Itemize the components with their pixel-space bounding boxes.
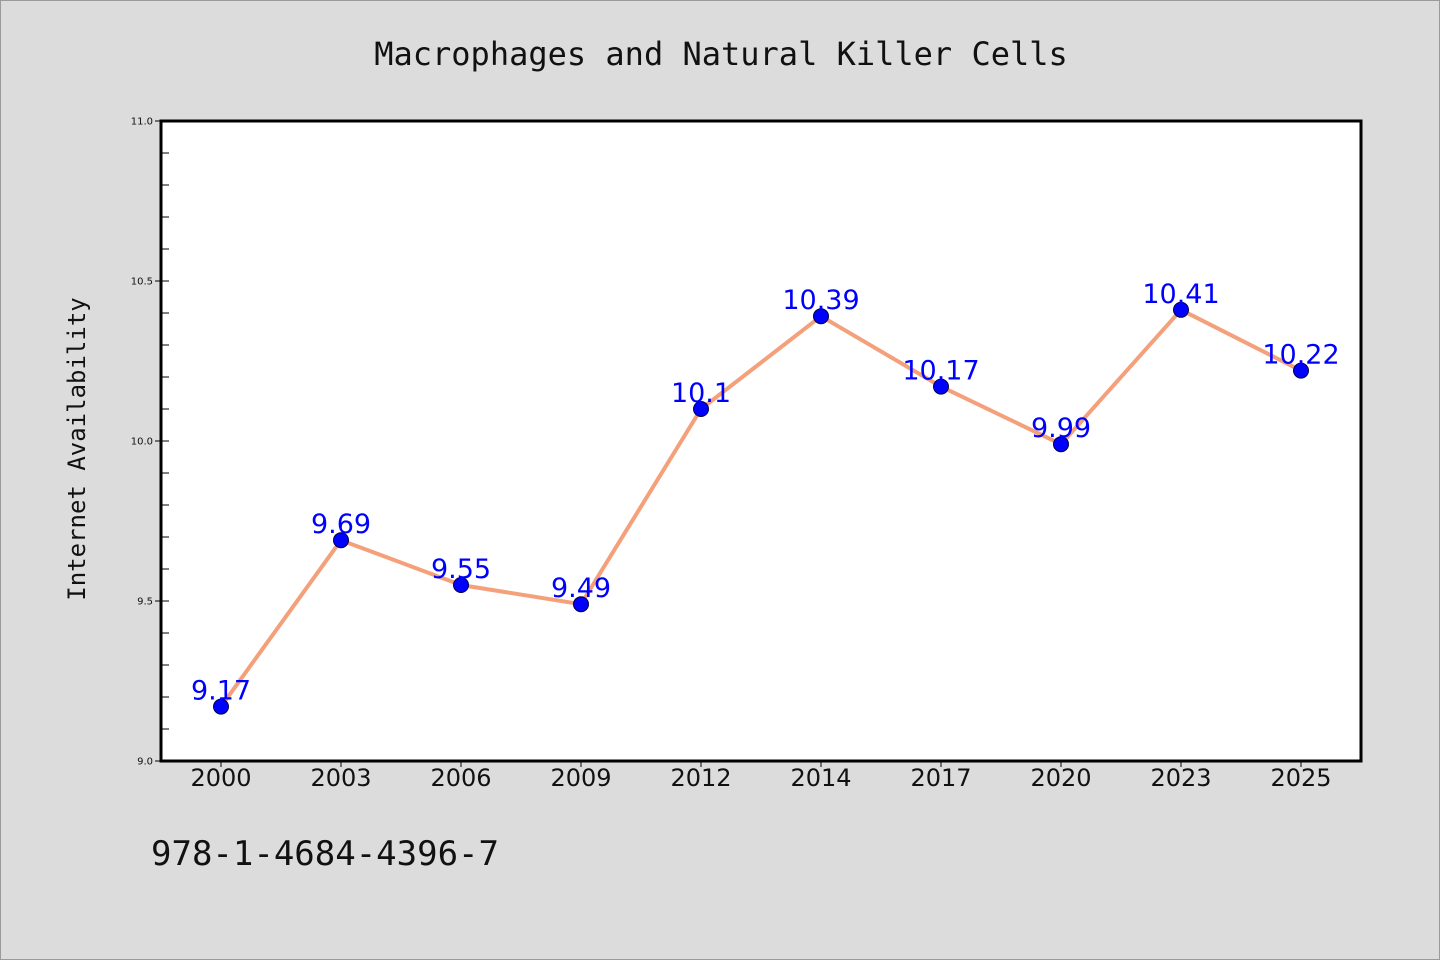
data-point (333, 532, 349, 549)
x-tick-label: 2020 (1030, 764, 1091, 792)
data-point (573, 596, 589, 613)
data-point (1293, 362, 1309, 379)
data-point (1173, 301, 1189, 318)
y-axis-label: Internet Availability (63, 297, 91, 600)
x-tick-label: 2014 (790, 764, 851, 792)
data-label: 10.22 (1262, 340, 1339, 371)
plot-area (161, 121, 1361, 761)
data-label: 10.41 (1142, 279, 1219, 310)
x-tick-label: 2017 (910, 764, 971, 792)
data-label: 9.49 (551, 573, 611, 604)
data-labels: 9.17 9.69 9.55 9.49 10.1 10.39 10.17 9.99 10.41 1… (191, 279, 1340, 707)
data-point (813, 308, 829, 325)
data-point (213, 698, 229, 715)
data-label: 9.17 (191, 676, 251, 707)
x-axis-ticks: 2000 2003 2006 2009 2012 2014 2017 2020 2023 2025 (190, 761, 1332, 792)
x-tick-label: 2012 (670, 764, 731, 792)
x-tick-label: 2006 (430, 764, 491, 792)
data-label: 10.1 (671, 378, 731, 409)
series-markers (213, 301, 1309, 715)
data-label: 9.55 (431, 554, 491, 585)
data-label: 10.39 (782, 285, 859, 316)
x-tick-label: 2009 (550, 764, 611, 792)
footnote-isbn: 978-1-4684-4396-7 (151, 834, 499, 874)
data-label: 9.99 (1031, 413, 1091, 444)
data-point (1053, 436, 1069, 453)
y-tick-label: 10.0 (131, 437, 153, 448)
x-tick-label: 2023 (1150, 764, 1211, 792)
data-point (453, 577, 469, 593)
plot-border (159, 119, 1363, 763)
y-tick-label: 9.5 (137, 597, 153, 608)
data-label: 9.69 (311, 509, 371, 540)
y-tick-label: 11.0 (131, 117, 153, 128)
x-tick-label: 2003 (310, 764, 371, 792)
data-label: 10.17 (902, 356, 979, 387)
x-tick-label: 2025 (1270, 764, 1331, 792)
chart-title: Macrophages and Natural Killer Cells (374, 35, 1068, 73)
y-axis-ticks: 9.0 9.5 10.0 10.5 11.0 (131, 117, 161, 768)
data-point (693, 401, 709, 417)
y-tick-label: 10.5 (131, 277, 153, 288)
y-tick-label: 9.0 (137, 757, 153, 768)
x-tick-label: 2000 (190, 764, 251, 792)
series-line (219, 307, 1302, 708)
data-point (933, 378, 949, 395)
